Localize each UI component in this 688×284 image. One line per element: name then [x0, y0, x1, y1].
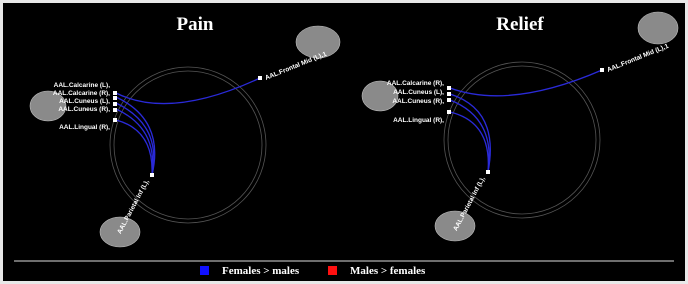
legend-swatch — [200, 266, 209, 275]
node — [113, 102, 117, 106]
node — [447, 86, 451, 90]
node-label: AAL.Calcarine (R), — [53, 90, 110, 97]
node — [447, 110, 451, 114]
node-label: AAL.Lingual (R), — [393, 117, 444, 124]
node — [113, 91, 117, 95]
node — [486, 170, 490, 174]
brain-icon — [638, 12, 678, 44]
node-label: AAL.Cuneus (R), — [58, 106, 110, 113]
node-label: AAL.Calcarine (R), — [387, 80, 444, 87]
node — [113, 118, 117, 122]
node — [113, 108, 117, 112]
legend-label: Males > females — [350, 265, 426, 277]
panel-title: Pain — [177, 14, 214, 35]
node-label: AAL.Cuneus (L), — [59, 98, 110, 105]
legend-label: Females > males — [222, 265, 300, 277]
node — [258, 76, 262, 80]
node — [600, 68, 604, 72]
node-label: AAL.Cuneus (R), — [392, 98, 444, 105]
node — [447, 98, 451, 102]
legend-swatch — [328, 266, 337, 275]
node — [447, 92, 451, 96]
figure: Pain AAL.Calcarine (L), AAL.Calcarine (R… — [0, 0, 688, 284]
node-label: AAL.Calcarine (L), — [54, 82, 111, 89]
node — [150, 173, 154, 177]
panel-title: Relief — [496, 14, 544, 35]
node-label: AAL.Cuneus (L), — [393, 89, 444, 96]
node-label: AAL.Lingual (R), — [59, 124, 110, 131]
node — [113, 96, 117, 100]
